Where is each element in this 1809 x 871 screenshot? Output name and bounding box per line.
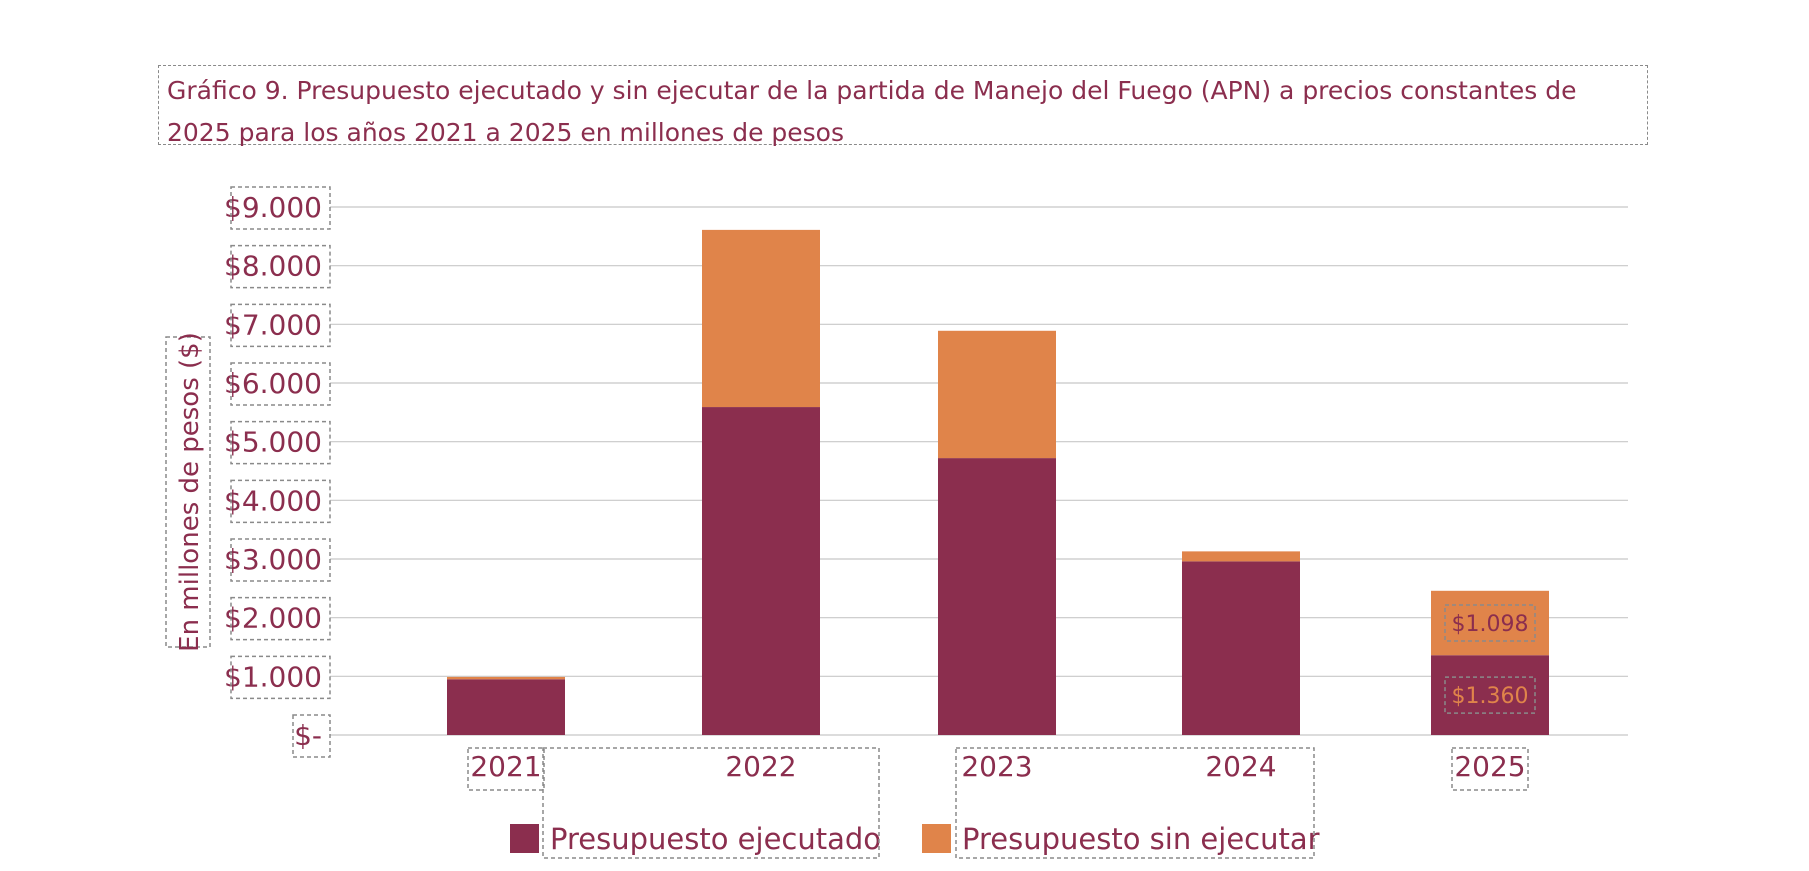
y-tick-label-box xyxy=(230,596,331,641)
data-label-box xyxy=(1444,604,1536,642)
y-tick-label: $5.000 xyxy=(224,426,322,459)
y-tick-label: $8.000 xyxy=(224,250,322,283)
bar-2021-series-0 xyxy=(447,679,565,735)
y-tick-label-box xyxy=(230,538,331,582)
data-label-box xyxy=(1444,676,1536,714)
bar-2025-series-1 xyxy=(1431,590,1549,656)
y-tick-label-box xyxy=(230,186,331,230)
y-tick-label: $1.000 xyxy=(224,660,322,693)
bar-2024-series-1 xyxy=(1182,551,1300,562)
y-tick-label-box xyxy=(230,362,331,406)
y-tick-label: $9.000 xyxy=(224,191,322,224)
y-tick-label: $2.000 xyxy=(224,602,322,635)
y-tick-label-box xyxy=(230,655,331,700)
legend-swatch-0 xyxy=(510,824,539,853)
y-tick-label: $3.000 xyxy=(224,543,322,576)
bar-2022-series-0 xyxy=(702,407,820,735)
bar-2023-series-0 xyxy=(938,458,1056,735)
x-tick-label-box xyxy=(1451,747,1529,791)
y-tick-label-box xyxy=(292,714,331,758)
bar-2024-series-0 xyxy=(1182,561,1300,735)
y-axis-label-box xyxy=(165,336,211,648)
legend-label-0: Presupuesto ejecutado xyxy=(550,822,881,856)
y-tick-label-box xyxy=(230,303,331,348)
x-tick-label-2025: 2025 xyxy=(1454,750,1525,783)
y-tick-label: $4.000 xyxy=(224,484,322,517)
y-tick-label-box xyxy=(230,479,331,524)
bar-2021-series-1 xyxy=(447,676,565,680)
y-tick-label-box xyxy=(230,420,331,465)
bar-2023-series-1 xyxy=(938,330,1056,459)
y-tick-label: $7.000 xyxy=(224,308,322,341)
x-tick-label-2023: 2023 xyxy=(961,750,1032,783)
x-tick-label-2022: 2022 xyxy=(725,750,796,783)
legend-swatch-1 xyxy=(922,824,951,853)
legend-box xyxy=(542,747,880,859)
x-tick-label-2024: 2024 xyxy=(1205,750,1276,783)
legend-label-1: Presupuesto sin ejecutar xyxy=(962,822,1320,856)
data-label: $1.360 xyxy=(1452,684,1529,709)
y-axis-label: En millones de pesos ($) xyxy=(175,332,205,652)
data-label: $1.098 xyxy=(1452,612,1529,637)
legend-box xyxy=(955,747,1315,859)
y-tick-label-box xyxy=(230,244,331,289)
y-tick-label: $6.000 xyxy=(224,367,322,400)
x-tick-label-2021: 2021 xyxy=(470,750,541,783)
chart-title: Gráfico 9. Presupuesto ejecutado y sin e… xyxy=(158,65,1648,147)
x-tick-label-box xyxy=(467,747,545,791)
y-tick-label: $- xyxy=(294,719,322,752)
bar-2022-series-1 xyxy=(702,229,820,408)
bar-2025-series-0 xyxy=(1431,655,1549,735)
